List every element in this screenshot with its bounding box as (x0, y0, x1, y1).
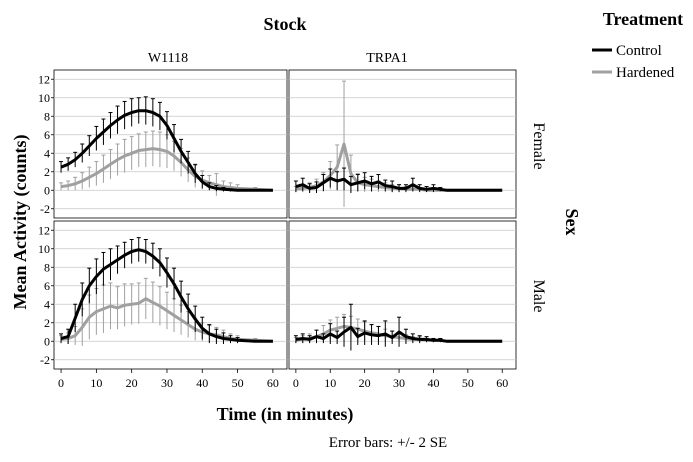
x-tick-label: 0 (58, 376, 64, 390)
y-tick-label: 8 (44, 109, 50, 123)
y-tick-label: 6 (44, 128, 50, 142)
column-title: Stock (263, 14, 306, 34)
y-tick-label: 0 (44, 334, 50, 348)
y-tick-label: 0 (44, 183, 50, 197)
x-tick-label: 30 (161, 376, 173, 390)
panel-w1118-male: -2 0 2 4 6 8 10 12 0 10 20 30 40 50 60 (38, 220, 288, 390)
x-tick-label: 50 (462, 376, 474, 390)
x-tick-label: 10 (90, 376, 102, 390)
y-tick-label: 4 (44, 146, 50, 160)
series-control (59, 96, 273, 192)
y-tick-label: 12 (38, 72, 50, 86)
legend-label-control: Control (616, 43, 662, 59)
row-title: Sex (562, 209, 582, 236)
x-tick-label: 20 (359, 376, 371, 390)
column-header-trpa1: TRPA1 (366, 51, 408, 66)
x-tick-label: 60 (267, 376, 279, 390)
x-tick-label: 30 (393, 376, 405, 390)
panel-frame (288, 220, 517, 370)
panels-layer: -2 0 2 4 6 8 10 12 -2 0 2 4 6 8 10 12 0 10 20 30 40 50 60 0 10 20… (38, 69, 517, 390)
x-tick-label: 50 (232, 376, 244, 390)
error-bar-note: Error bars: +/- 2 SE (329, 435, 447, 451)
y-tick-label: 10 (38, 242, 50, 256)
series-control (59, 237, 273, 345)
y-tick-label: -2 (40, 353, 50, 367)
panel-w1118-female: -2 0 2 4 6 8 10 12 (38, 69, 288, 219)
series-line-hardened (60, 297, 273, 343)
row-header-male: Male (530, 280, 547, 313)
panel-trpa1-male: 0 10 20 30 40 50 60 (288, 220, 517, 390)
panel-frame (53, 220, 288, 370)
x-tick-label: 40 (427, 376, 439, 390)
x-axis-label: Time (in minutes) (217, 404, 354, 425)
legend-title: Treatment (603, 9, 683, 29)
y-tick-label: -2 (40, 202, 50, 216)
y-tick-label: 12 (38, 223, 50, 237)
series-control (293, 303, 503, 351)
x-tick-label: 10 (324, 376, 336, 390)
series-line-control (60, 109, 273, 192)
panel-trpa1-female (288, 69, 517, 219)
y-tick-label: 4 (44, 297, 50, 311)
column-header-w1118: W1118 (148, 51, 188, 66)
series-control (293, 167, 503, 194)
y-axis-label: Mean Activity (counts) (10, 135, 31, 310)
y-tick-label: 6 (44, 279, 50, 293)
x-tick-label: 0 (293, 376, 299, 390)
legend: Control Hardened (592, 43, 675, 81)
y-tick-label: 2 (44, 316, 50, 330)
x-tick-label: 20 (126, 376, 138, 390)
series-line-control (295, 176, 503, 192)
panel-frame (288, 69, 517, 219)
y-tick-label: 2 (44, 165, 50, 179)
x-tick-label: 40 (196, 376, 208, 390)
series-line-hardened (60, 147, 273, 192)
x-tick-label: 60 (496, 376, 508, 390)
y-tick-label: 10 (38, 91, 50, 105)
legend-label-hardened: Hardened (616, 65, 675, 81)
row-header-female: Female (530, 122, 547, 169)
series-line-control (295, 325, 503, 343)
series-line-control (60, 248, 273, 343)
y-tick-label: 8 (44, 260, 50, 274)
